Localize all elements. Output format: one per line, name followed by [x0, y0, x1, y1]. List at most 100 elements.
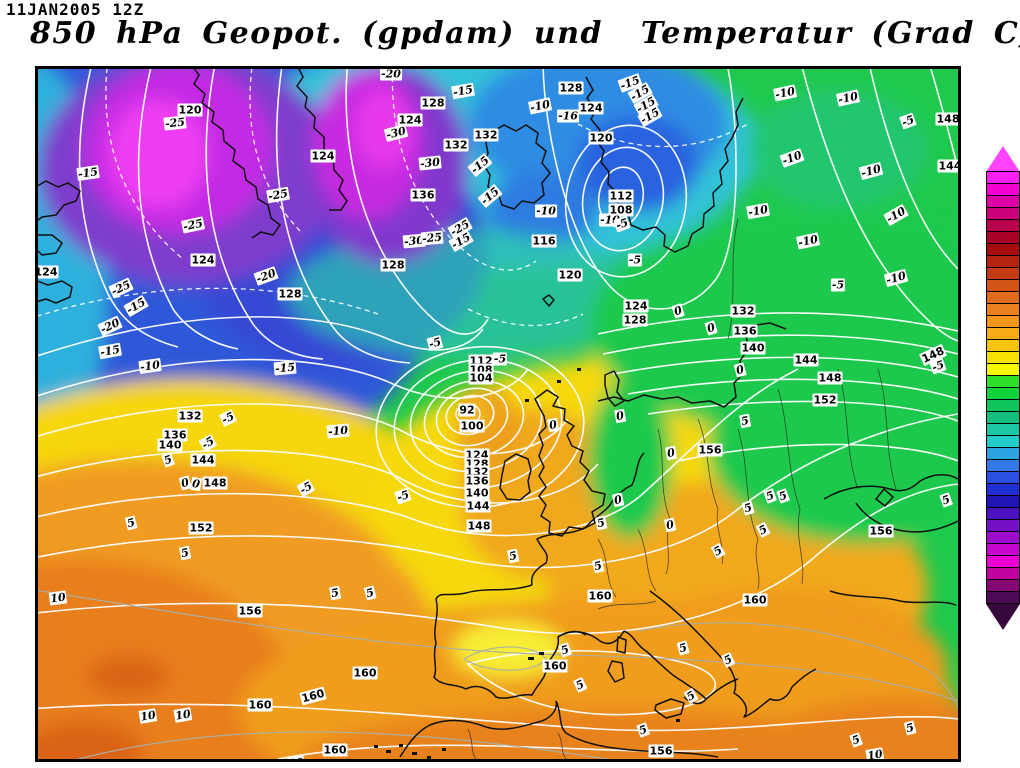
temperature-label: 0	[663, 517, 677, 533]
temperature-label: -10	[527, 97, 553, 115]
geopotential-contour-label: 136	[732, 324, 758, 338]
geopotential-contour-label: 136	[162, 428, 188, 442]
geopotential-contour-label: 124	[397, 113, 423, 127]
geopotential-contour-label: 140	[740, 341, 766, 355]
geopotential-contour-label: 136	[410, 188, 436, 202]
temperature-label: -15	[123, 294, 149, 318]
geopotential-contour-label: 104	[468, 371, 494, 385]
geopotential-contour-label: 128	[380, 258, 406, 272]
temperature-label: 5	[572, 677, 588, 693]
temperature-label: 0	[547, 417, 559, 433]
run-date: 11JAN2005 12Z	[6, 0, 145, 19]
temperature-label: -10	[779, 148, 805, 168]
temperature-label: 5	[506, 548, 520, 564]
temperature-label: -5	[296, 478, 316, 498]
temperature-label: 0	[704, 320, 718, 336]
geopotential-contour-label: 140	[464, 486, 490, 500]
geopotential-contour-label: 124	[578, 101, 604, 115]
temperature-label: -30	[383, 124, 409, 142]
geopotential-contour-label: 144	[793, 353, 819, 367]
chart-title: 850 hPa Geopot. (gpdam) und Temperatur (…	[30, 16, 1020, 51]
temperature-label: -15	[98, 342, 122, 360]
temperature-label: -10	[772, 84, 798, 102]
temperature-label: 5	[558, 642, 572, 658]
temperature-label: 5	[161, 452, 175, 468]
geopotential-contour-label: 124	[190, 253, 216, 267]
temperature-label: 5	[591, 558, 605, 574]
geopotential-contour-label: 160	[299, 686, 327, 706]
temperature-label: -30	[418, 155, 442, 171]
geopotential-contour-label: 160	[742, 593, 768, 607]
geopotential-contour-label: 136	[464, 474, 490, 488]
temperature-label: -5	[613, 215, 631, 233]
temperature-label: 10	[286, 755, 306, 759]
temperature-label: -10	[326, 423, 350, 439]
temperature-label: 5	[363, 585, 377, 601]
temperature-label: 5	[329, 585, 341, 601]
geopotential-contour-label: 120	[588, 131, 614, 145]
colorbar-segment	[986, 591, 1020, 604]
temperature-label: -20	[380, 67, 402, 81]
geopotential-contour-label: 156	[697, 443, 723, 457]
small-islands	[374, 368, 680, 759]
contour-labels-layer: 128 120 124 132 132 124 136 124 128 124 128 128 124 1…	[38, 69, 958, 759]
temperature-label: -5	[218, 409, 238, 427]
temperature-label: -10	[883, 203, 909, 227]
geopotential-contour-label: 128	[420, 96, 446, 110]
temperature-colorbar	[986, 146, 1020, 630]
geopotential-contour-label: 156	[868, 524, 894, 538]
temperature-label: -25	[163, 115, 187, 131]
geopotential-contour-label: 144	[190, 453, 216, 467]
temperature-label: 5	[763, 488, 777, 504]
geopotential-contour-label: 152	[188, 521, 214, 535]
temperature-label: -16	[557, 109, 579, 123]
temperature-label: -10	[138, 358, 162, 374]
temperature-label: -5	[426, 334, 444, 352]
temperature-label: 5	[849, 732, 863, 748]
temperature-label: 5	[939, 492, 953, 508]
geopotential-contour-label: 116	[531, 234, 557, 248]
temperature-label: -25	[420, 230, 444, 246]
temperature-label: 10	[173, 707, 193, 723]
temperature-label: -5	[627, 253, 643, 267]
geopotential-contour-label: 128	[277, 287, 303, 301]
geopotential-contour-label: 156	[648, 744, 674, 758]
geopotential-contour-label: 160	[352, 666, 378, 680]
geopotential-contour-label: 160	[322, 743, 348, 757]
temperature-label: 10	[138, 708, 158, 724]
temperature-label: -5	[899, 112, 917, 130]
geopotential-contour-label: 148	[466, 519, 492, 533]
temperature-label: 0	[665, 445, 677, 461]
temperature-label: -15	[273, 360, 297, 376]
temperature-label: -15	[467, 152, 493, 178]
temperature-label: -5	[830, 278, 846, 292]
temperature-label: 5	[124, 515, 138, 531]
temperature-label: -10	[883, 268, 909, 288]
geopotential-contour-label: 144	[465, 499, 491, 513]
temperature-label: 0	[611, 492, 625, 508]
geopotential-contour-label: 132	[730, 304, 756, 318]
colorbar-segments	[986, 171, 1020, 604]
geopotential-contour-label: 144	[937, 159, 961, 173]
temperature-label: -15	[477, 183, 503, 209]
geopotential-contour-label: 112	[608, 189, 634, 203]
temperature-label: -25	[108, 277, 134, 299]
geopotential-contour-label: 124	[35, 265, 59, 279]
isotherm-lines-gray	[38, 590, 958, 759]
temperature-label: -15	[76, 165, 100, 181]
temperature-label: 0	[671, 303, 685, 319]
temperature-label: -10	[835, 89, 861, 107]
temperature-label: -20	[253, 266, 279, 286]
geopotential-contour-label: 108	[608, 203, 634, 217]
geopotential-contour-label: 132	[177, 409, 203, 423]
geopotential-contour-label: 128	[622, 313, 648, 327]
geopotential-contour-label: 92	[458, 403, 476, 417]
temperature-label: 0	[733, 362, 747, 378]
geopotential-contour-label: 124	[623, 299, 649, 313]
geopotential-contour-label: 120	[177, 103, 203, 117]
country-borders	[467, 218, 897, 759]
geopotential-contour-label: 148	[202, 476, 228, 490]
temperature-label: 5	[903, 720, 917, 736]
temperature-label: 10	[865, 747, 885, 762]
